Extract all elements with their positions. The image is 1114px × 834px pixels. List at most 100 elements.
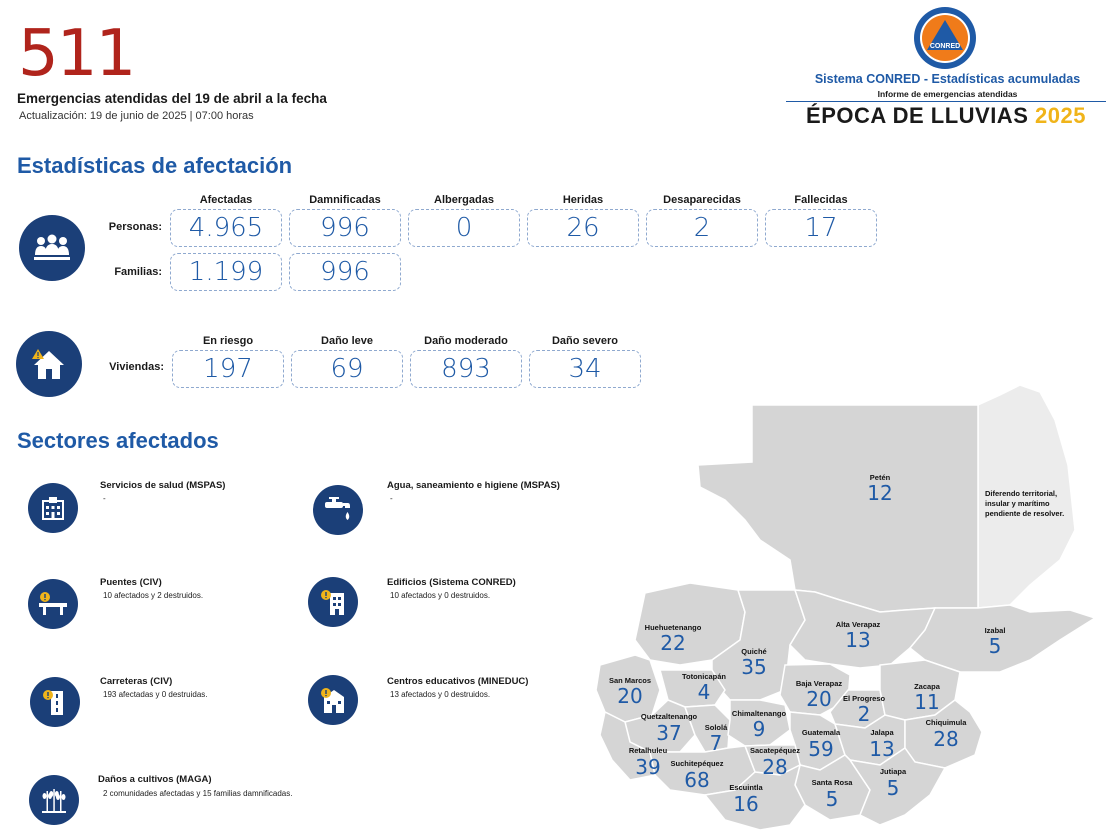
crops-icon bbox=[29, 775, 79, 825]
svg-text:28: 28 bbox=[933, 727, 958, 751]
season-label: ÉPOCA DE LLUVIAS bbox=[806, 103, 1029, 128]
header-damnificadas: Damnificadas bbox=[309, 194, 381, 206]
svg-text:7: 7 bbox=[710, 731, 723, 755]
svg-text:Santa Rosa: Santa Rosa bbox=[812, 778, 854, 787]
brand-title: Sistema CONRED - Estadísticas acumuladas bbox=[814, 72, 1081, 86]
header-heridas: Heridas bbox=[562, 194, 604, 206]
header-en-riesgo: En riesgo bbox=[202, 335, 254, 347]
viviendas-moderado-value: 893 bbox=[410, 350, 522, 388]
guatemala-map: Diferendo territorial, insular y marítim… bbox=[595, 385, 1097, 831]
svg-text:59: 59 bbox=[808, 737, 833, 761]
dept-escuintla bbox=[703, 763, 806, 831]
personas-albergadas-value: 0 bbox=[408, 209, 520, 247]
svg-text:Huehuetenango: Huehuetenango bbox=[645, 623, 702, 632]
dept-izabal bbox=[908, 604, 1097, 673]
road-icon bbox=[30, 677, 80, 727]
dispute-note-line-2: insular y marítimo bbox=[985, 499, 1050, 508]
school-icon bbox=[308, 675, 358, 725]
stats-section-title: Estadísticas de afectación bbox=[17, 153, 293, 178]
svg-text:13: 13 bbox=[869, 737, 894, 761]
svg-text:2: 2 bbox=[858, 702, 871, 726]
sector-carreteras-title: Carreteras (CIV) bbox=[100, 676, 173, 687]
personas-afectadas-value: 4.965 bbox=[170, 209, 282, 247]
dept-jutiapa bbox=[848, 746, 947, 826]
house-icon bbox=[16, 331, 82, 397]
svg-text:39: 39 bbox=[635, 755, 660, 779]
svg-text:Izabal: Izabal bbox=[985, 626, 1006, 635]
dispute-note-line-3: pendiente de resolver. bbox=[985, 509, 1064, 518]
personas-desaparecidas-value: 2 bbox=[646, 209, 758, 247]
svg-text:Quiché: Quiché bbox=[741, 647, 766, 656]
viviendas-riesgo-value: 197 bbox=[172, 350, 284, 388]
svg-text:4: 4 bbox=[698, 680, 711, 704]
personas-fallecidas-value: 17 bbox=[765, 209, 877, 247]
sector-puentes-detail: 10 afectados y 2 destruidos. bbox=[103, 591, 204, 600]
bridge-icon bbox=[28, 579, 78, 629]
building-icon bbox=[308, 577, 358, 627]
svg-text:5: 5 bbox=[989, 634, 1002, 658]
svg-text:Quetzaltenango: Quetzaltenango bbox=[641, 712, 698, 721]
familias-afectadas-value: 1.199 bbox=[170, 253, 282, 291]
svg-text:37: 37 bbox=[656, 721, 681, 745]
svg-text:9: 9 bbox=[753, 717, 766, 741]
sector-educativos-title: Centros educativos (MINEDUC) bbox=[387, 676, 529, 687]
svg-text:22: 22 bbox=[660, 631, 685, 655]
dispute-note-line-1: Diferendo territorial, bbox=[985, 489, 1057, 498]
sector-salud-title: Servicios de salud (MSPAS) bbox=[100, 480, 226, 491]
svg-text:20: 20 bbox=[617, 684, 642, 708]
svg-text:35: 35 bbox=[741, 655, 766, 679]
water-tap-icon bbox=[313, 485, 363, 535]
svg-text:Sololá: Sololá bbox=[705, 723, 728, 732]
dept-peten bbox=[697, 404, 979, 613]
familias-damnificadas-value: 996 bbox=[289, 253, 401, 291]
total-emergencies: 511 bbox=[18, 17, 136, 91]
season-year: 2025 bbox=[1035, 103, 1086, 128]
sector-agua-title: Agua, saneamiento e higiene (MSPAS) bbox=[387, 480, 560, 491]
svg-text:16: 16 bbox=[733, 792, 758, 816]
svg-text:5: 5 bbox=[826, 787, 839, 811]
svg-text:28: 28 bbox=[762, 755, 787, 779]
svg-text:Chiquimula: Chiquimula bbox=[926, 718, 968, 727]
brand-divider bbox=[786, 101, 1106, 102]
svg-text:Chimaltenango: Chimaltenango bbox=[732, 709, 787, 718]
header-dano-moderado: Daño moderado bbox=[424, 335, 508, 347]
svg-text:Zacapa: Zacapa bbox=[914, 682, 941, 691]
svg-text:El Progreso: El Progreso bbox=[843, 694, 886, 703]
svg-text:Escuintla: Escuintla bbox=[729, 783, 763, 792]
svg-text:5: 5 bbox=[887, 776, 900, 800]
svg-text:Baja Verapaz: Baja Verapaz bbox=[796, 679, 843, 688]
conred-logo: CONRED bbox=[914, 7, 976, 69]
svg-text:Totonicapán: Totonicapán bbox=[682, 672, 726, 681]
svg-text:Alta Verapaz: Alta Verapaz bbox=[836, 620, 881, 629]
sector-cultivos-title: Daños a cultivos (MAGA) bbox=[98, 774, 212, 785]
svg-text:CONRED: CONRED bbox=[930, 43, 960, 50]
svg-text:11: 11 bbox=[914, 690, 939, 714]
sector-puentes-title: Puentes (CIV) bbox=[100, 577, 162, 588]
svg-text:Jutiapa: Jutiapa bbox=[880, 767, 907, 776]
people-icon bbox=[19, 215, 85, 281]
sector-agua-detail: - bbox=[390, 494, 393, 503]
emergencies-subtitle: Emergencias atendidas del 19 de abril a … bbox=[17, 91, 327, 106]
svg-text:68: 68 bbox=[684, 768, 709, 792]
sector-edificios-title: Edificios (Sistema CONRED) bbox=[387, 577, 516, 588]
header-fallecidas: Fallecidas bbox=[794, 194, 848, 206]
viviendas-leve-value: 69 bbox=[291, 350, 403, 388]
svg-text:Sacatepéquez: Sacatepéquez bbox=[750, 746, 800, 755]
header-dano-severo: Daño severo bbox=[551, 335, 619, 347]
svg-text:12: 12 bbox=[867, 481, 892, 505]
svg-text:Suchitepéquez: Suchitepéquez bbox=[671, 759, 724, 768]
update-timestamp: Actualización: 19 de junio de 2025 | 07:… bbox=[19, 110, 254, 122]
